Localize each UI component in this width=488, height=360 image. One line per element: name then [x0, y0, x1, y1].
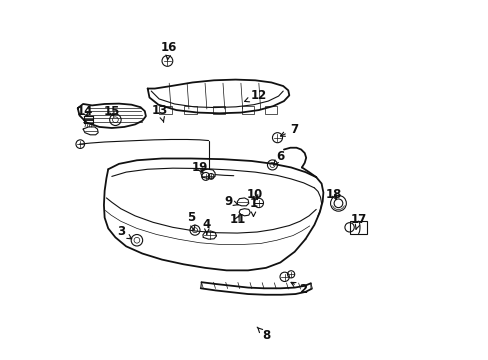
Text: 16: 16	[161, 41, 177, 60]
Text: 19: 19	[191, 161, 207, 174]
Text: 18: 18	[325, 188, 342, 201]
Text: 13: 13	[152, 104, 168, 122]
Bar	[184, 107, 196, 114]
Text: 9: 9	[224, 195, 238, 208]
Text: 3: 3	[117, 225, 131, 239]
Text: 14: 14	[77, 105, 93, 118]
Text: 8: 8	[257, 327, 269, 342]
Text: 15: 15	[103, 105, 120, 118]
Bar	[264, 107, 277, 114]
Text: 17: 17	[350, 213, 366, 229]
Text: 2: 2	[290, 282, 307, 296]
Bar	[349, 221, 366, 234]
Bar	[212, 107, 225, 114]
Text: 6: 6	[273, 150, 284, 165]
Bar	[241, 107, 254, 114]
Text: 1: 1	[249, 197, 257, 216]
Text: 10: 10	[246, 188, 263, 201]
Text: 5: 5	[186, 211, 195, 230]
Text: 12: 12	[244, 89, 266, 102]
Text: 4: 4	[203, 218, 210, 234]
Bar	[159, 107, 171, 114]
Text: 11: 11	[229, 213, 245, 226]
Text: 7: 7	[280, 123, 298, 136]
